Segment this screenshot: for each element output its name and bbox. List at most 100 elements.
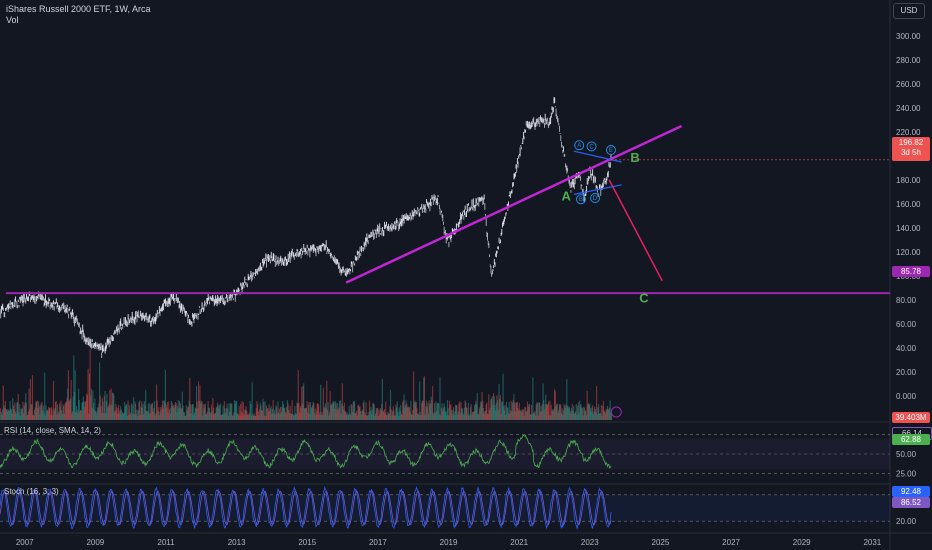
- volume-bar: [29, 379, 32, 420]
- volume-bar: [580, 404, 582, 420]
- volume-bar: [336, 409, 338, 420]
- volume-bar: [226, 403, 228, 420]
- volume-bar: [326, 410, 329, 420]
- volume-bar: [186, 410, 188, 420]
- volume-tag: 39.403M: [892, 412, 930, 423]
- volume-bar: [222, 405, 224, 420]
- volume-bar: [360, 410, 362, 420]
- volume-bar: [6, 409, 8, 420]
- volume-bar: [287, 403, 289, 420]
- volume-bar: [282, 403, 284, 420]
- volume-bar: [182, 405, 184, 420]
- volume-bar: [2, 409, 4, 420]
- volume-bar: [441, 403, 443, 420]
- volume-bar: [102, 401, 104, 420]
- volume-bar: [448, 415, 450, 420]
- volume-bar: [233, 412, 235, 420]
- volume-bar: [602, 401, 605, 420]
- volume-bar: [23, 413, 25, 420]
- volume-bar: [578, 413, 580, 420]
- volume-bar: [423, 377, 425, 420]
- volume-bar: [386, 415, 388, 420]
- volume-bar: [72, 396, 74, 420]
- x-tick-label: 2011: [157, 538, 175, 547]
- volume-bar: [242, 402, 244, 420]
- volume-bar: [162, 400, 164, 420]
- volume-bar: [192, 404, 194, 420]
- volume-bar: [469, 407, 472, 420]
- volume-bar: [347, 414, 350, 420]
- volume-bar: [309, 414, 311, 420]
- volume-bar: [509, 409, 512, 420]
- currency-button[interactable]: USD: [893, 3, 925, 19]
- wave-circle: [574, 140, 585, 151]
- volume-bar: [564, 407, 567, 420]
- volume-bar: [597, 407, 599, 420]
- x-tick-label: 2025: [652, 538, 670, 547]
- volume-bar: [422, 401, 424, 420]
- volume-bar: [2, 385, 4, 420]
- volume-bar: [468, 415, 470, 420]
- volume-bar: [39, 414, 41, 420]
- volume-bar: [486, 413, 489, 420]
- volume-bar: [588, 405, 590, 420]
- projection-line: [608, 179, 663, 282]
- volume-bar: [157, 407, 160, 420]
- volume-bar: [452, 409, 454, 420]
- last-price-tag: 196.82 3d 5h: [892, 137, 930, 161]
- volume-bar: [153, 408, 155, 420]
- volume-bar: [607, 408, 609, 420]
- volume-bar: [70, 380, 72, 420]
- volume-bar: [483, 413, 485, 420]
- volume-bar: [206, 413, 208, 420]
- volume-bar: [208, 407, 210, 420]
- volume-bar: [145, 410, 147, 420]
- volume-bar: [144, 405, 146, 420]
- volume-bar: [511, 411, 513, 420]
- volume-bar: [551, 409, 554, 420]
- volume-bar: [446, 414, 448, 420]
- stoch-label[interactable]: Stoch (16, 3, 3): [4, 487, 59, 496]
- volume-bar: [212, 407, 215, 420]
- volume-bar: [407, 406, 409, 420]
- volume-bar: [400, 404, 402, 420]
- volume-bar: [289, 405, 291, 420]
- volume-bar: [14, 402, 16, 420]
- volume-bar: [368, 414, 370, 420]
- volume-bar: [565, 404, 567, 420]
- volume-bar: [20, 408, 22, 420]
- volume-bar: [158, 415, 160, 420]
- volume-bar: [42, 410, 44, 420]
- volume-bar: [26, 415, 28, 420]
- volume-bar: [305, 408, 307, 420]
- volume-bar: [335, 403, 337, 420]
- volume-bar: [153, 400, 156, 420]
- volume-bar: [127, 400, 129, 420]
- volume-bar: [300, 407, 302, 420]
- volume-bar: [406, 403, 408, 420]
- volume-bar: [344, 410, 346, 420]
- rsi-label[interactable]: RSI (14, close, SMA, 14, 2): [4, 426, 101, 435]
- volume-bar: [383, 411, 385, 420]
- volume-bar: [582, 415, 584, 420]
- volume-bar: [543, 409, 546, 420]
- volume-bar: [370, 406, 372, 420]
- volume-bar: [328, 415, 330, 420]
- volume-bar: [430, 396, 432, 420]
- volume-bar: [330, 405, 332, 420]
- volume-bar: [117, 405, 120, 420]
- volume-bar: [0, 408, 2, 420]
- stoch-value-2: 86.52: [892, 497, 930, 508]
- volume-bar: [230, 403, 232, 420]
- volume-bar: [179, 401, 181, 420]
- volume-bar: [522, 409, 525, 420]
- volume-bar: [248, 415, 250, 420]
- volume-bar: [225, 408, 228, 420]
- volume-bar: [185, 415, 187, 420]
- volume-bar: [48, 408, 51, 420]
- small-wave-label: C: [589, 144, 594, 150]
- wave-circle: [586, 141, 597, 152]
- volume-bar: [450, 404, 452, 420]
- volume-bar: [56, 414, 58, 420]
